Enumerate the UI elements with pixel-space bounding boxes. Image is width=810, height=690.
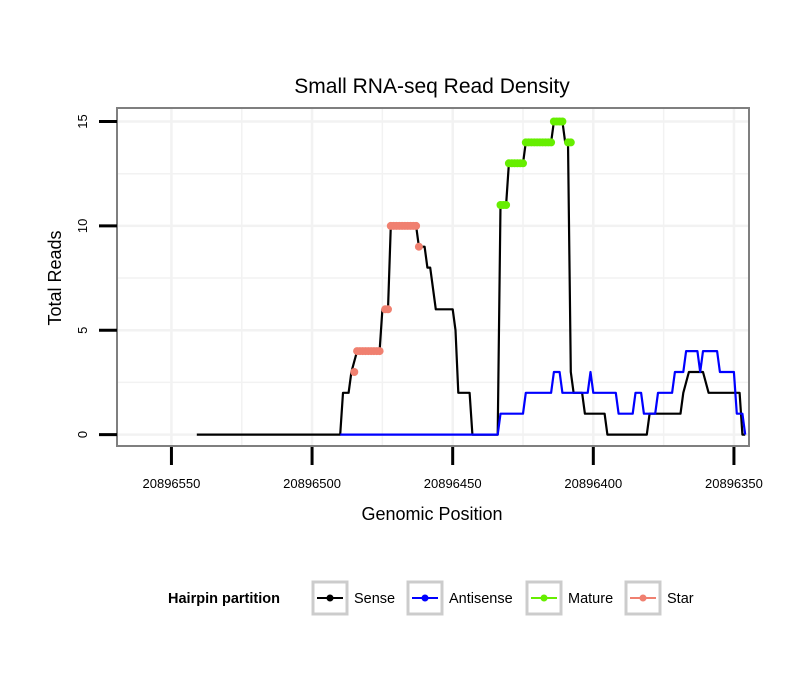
legend-key-point xyxy=(326,594,334,602)
y-tick-label: 0 xyxy=(75,431,90,438)
y-tick-label: 15 xyxy=(75,114,90,128)
x-tick-label: 20896500 xyxy=(283,476,341,491)
legend-key-point xyxy=(540,594,548,602)
legend-item-sense: Sense xyxy=(311,580,395,616)
y-axis-label: Total Reads xyxy=(45,230,65,325)
point-mature xyxy=(502,201,511,209)
legend-title: Hairpin partition xyxy=(168,591,280,607)
point-star xyxy=(412,221,421,230)
point-star xyxy=(414,242,423,251)
legend-label: Star xyxy=(667,591,694,607)
legend-label: Antisense xyxy=(449,591,513,607)
x-axis-label: Genomic Position xyxy=(361,504,502,524)
point-mature xyxy=(519,159,527,168)
legend-key-point xyxy=(421,594,429,602)
point-mature xyxy=(547,138,556,147)
legend-label: Sense xyxy=(354,591,395,607)
y-tick-label: 10 xyxy=(75,219,90,233)
x-tick-label: 20896400 xyxy=(564,476,622,491)
series-line-antisense xyxy=(340,350,747,436)
legend-item-mature: Mature xyxy=(525,580,613,616)
point-mature xyxy=(566,138,575,147)
legend-key-point xyxy=(639,594,647,602)
y-tick-label: 5 xyxy=(75,327,90,334)
point-star xyxy=(384,305,392,314)
x-tick-label: 20896450 xyxy=(424,476,482,491)
point-star xyxy=(375,347,384,356)
chart-title: Small RNA-seq Read Density xyxy=(294,75,570,98)
x-axis: 20896550 20896500 20896450 20896400 20896350 xyxy=(143,447,763,491)
y-axis: 0 5 10 15 xyxy=(75,114,117,438)
legend: Hairpin partition Sense Antisense Mature St… xyxy=(168,580,694,616)
legend-item-star: Star xyxy=(624,580,694,616)
series-points xyxy=(350,117,575,376)
x-tick-label: 20896550 xyxy=(143,476,201,491)
legend-item-antisense: Antisense xyxy=(406,580,513,616)
legend-label: Mature xyxy=(568,591,613,607)
x-tick-label: 20896350 xyxy=(705,476,763,491)
point-mature xyxy=(558,117,567,126)
point-star xyxy=(350,368,359,376)
plot-panel xyxy=(116,107,750,447)
